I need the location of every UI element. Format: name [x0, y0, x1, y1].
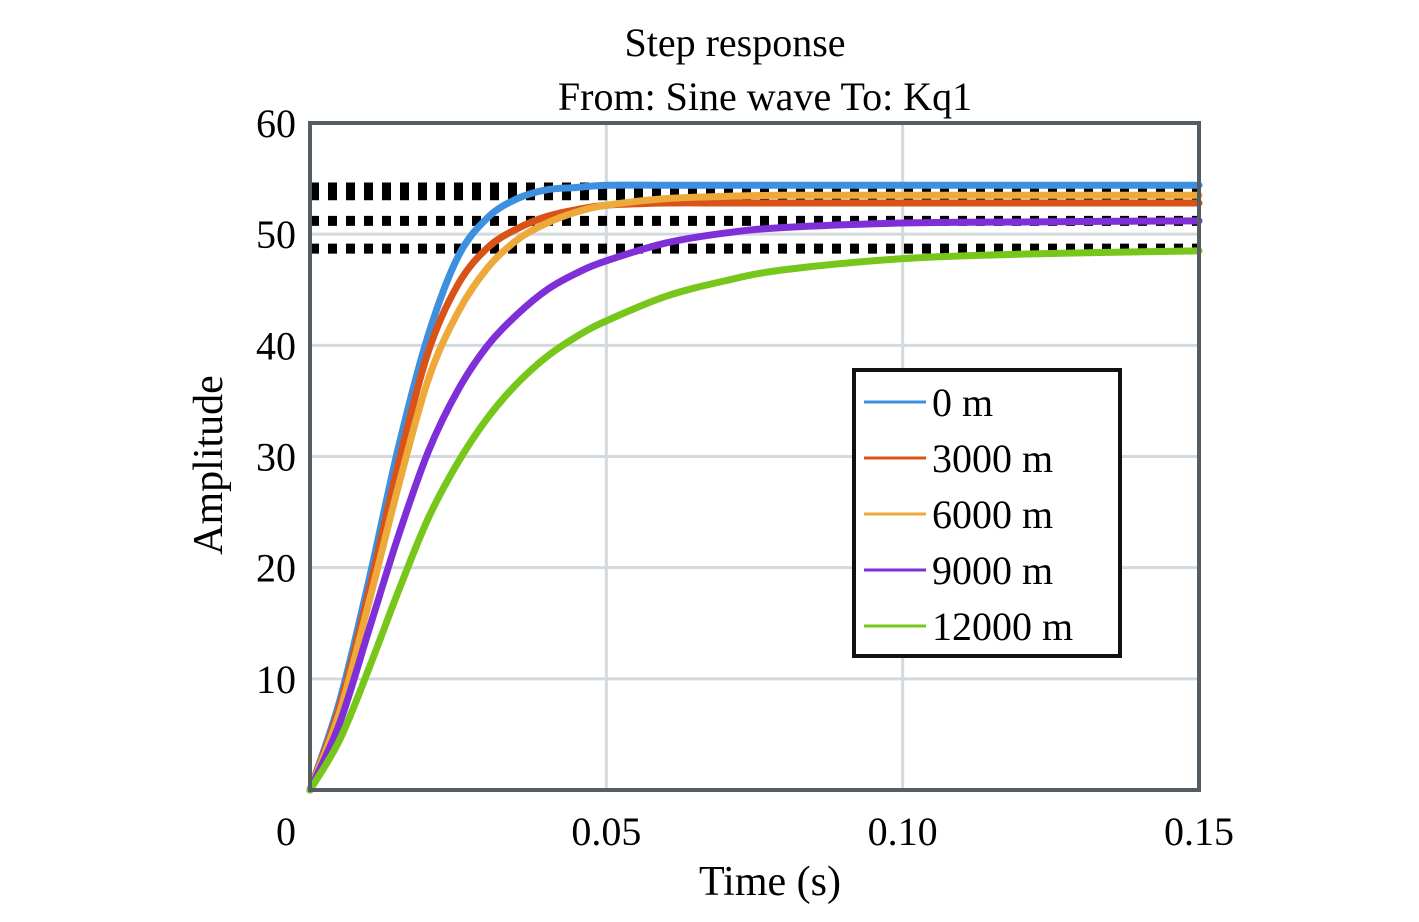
legend-label-2: 6000 m	[932, 492, 1053, 537]
legend-label-3: 9000 m	[932, 548, 1053, 593]
x-tick-label-2: 0.10	[868, 809, 938, 854]
chart-subtitle: From: Sine wave To: Kq1	[558, 74, 972, 119]
y-tick-label-1: 20	[256, 546, 296, 591]
y-tick-label-2: 30	[256, 435, 296, 480]
x-tick-label-0: 0	[276, 809, 296, 854]
x-axis-label: Time (s)	[699, 859, 841, 905]
x-tick-label-1: 0.05	[571, 809, 641, 854]
x-tick-labels: 0 0.05 0.10 0.15	[276, 809, 1234, 854]
legend-label-0: 0 m	[932, 380, 993, 425]
legend-label-1: 3000 m	[932, 436, 1053, 481]
legend: 0 m 3000 m 6000 m 9000 m 12000 m	[852, 368, 1122, 658]
series-line-3	[306, 217, 1203, 794]
x-tick-label-3: 0.15	[1164, 809, 1234, 854]
y-tick-labels: 10 20 30 40 50 60	[256, 101, 296, 702]
legend-label-4: 12000 m	[932, 604, 1073, 649]
series-line-1	[306, 199, 1203, 794]
y-tick-label-5: 60	[256, 101, 296, 146]
y-axis-label: Amplitude	[186, 375, 232, 555]
y-tick-label-0: 10	[256, 657, 296, 702]
plot-area-frame	[308, 121, 1201, 792]
y-tick-label-4: 50	[256, 212, 296, 257]
series-line-2	[306, 191, 1203, 794]
series-lines	[306, 181, 1203, 794]
chart-title: Step response	[624, 20, 845, 65]
series-line-4	[306, 247, 1203, 794]
y-tick-label-3: 40	[256, 323, 296, 368]
